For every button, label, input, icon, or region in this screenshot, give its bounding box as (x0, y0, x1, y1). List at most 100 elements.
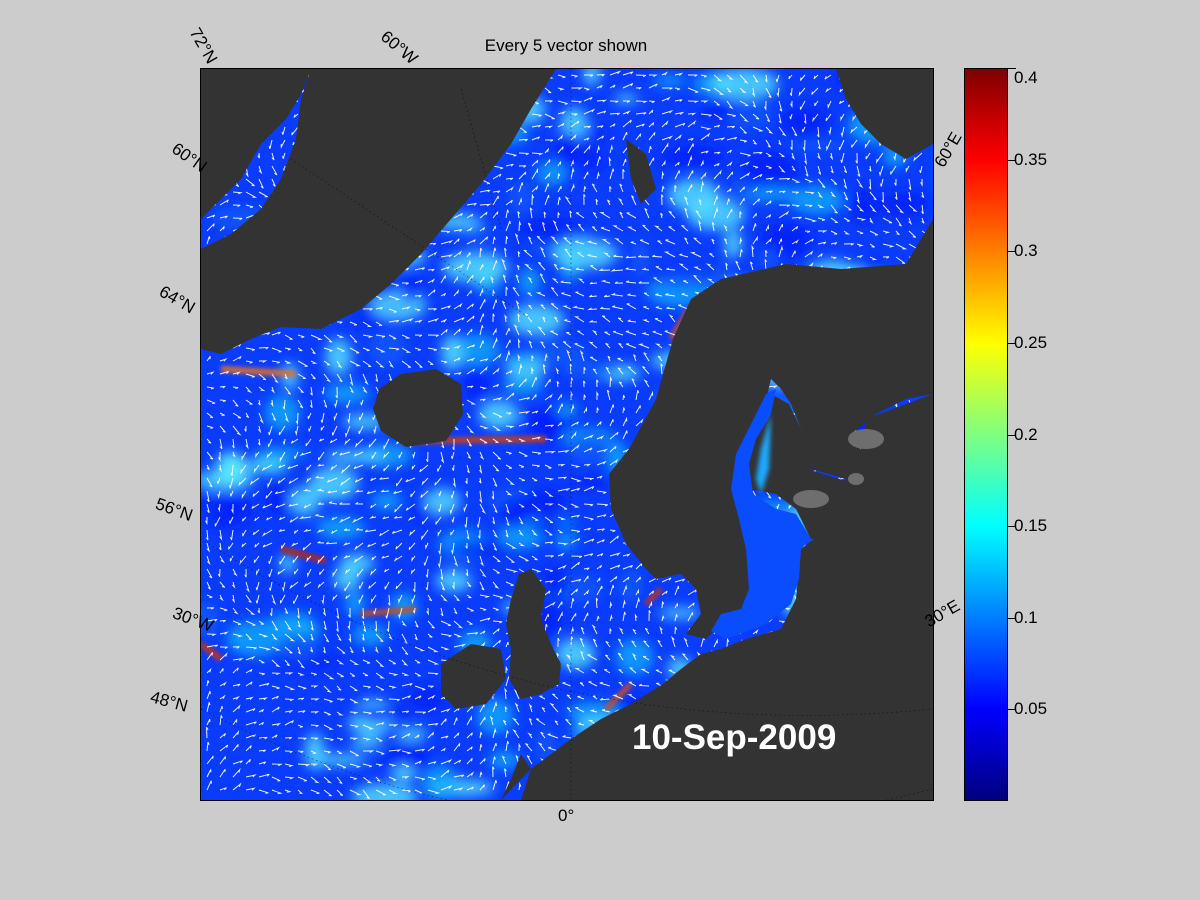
velocity-vector (607, 355, 611, 362)
velocity-vector (230, 529, 234, 541)
land-great-britain (506, 569, 561, 699)
colorbar-tick-label: 0.4 (1014, 68, 1038, 87)
speed-patch (281, 363, 299, 391)
velocity-vector (323, 373, 332, 383)
velocity-vector (257, 152, 260, 159)
velocity-vector (245, 646, 257, 650)
velocity-vector (739, 249, 743, 258)
velocity-vector (217, 490, 221, 499)
velocity-vector (700, 74, 707, 78)
velocity-vector (583, 108, 596, 115)
velocity-vector (739, 171, 751, 180)
velocity-vector (349, 685, 358, 692)
velocity-vector (595, 597, 599, 609)
velocity-vector (362, 659, 371, 664)
velocity-vector (631, 640, 637, 648)
current-streak (220, 366, 297, 377)
velocity-vector (368, 438, 377, 448)
velocity-vector (557, 87, 565, 91)
velocity-vector (505, 177, 514, 181)
velocity-vector (570, 443, 580, 453)
velocity-vector (258, 646, 272, 651)
velocity-vector (596, 85, 603, 89)
velocity-vector (518, 378, 527, 388)
velocity-vector (383, 438, 390, 451)
velocity-vector (388, 711, 396, 714)
velocity-vector (271, 386, 275, 394)
velocity-vector (492, 477, 498, 487)
velocity-vector (657, 639, 663, 648)
velocity-vector (827, 100, 832, 110)
velocity-vector (206, 618, 218, 622)
velocity-vector (384, 581, 390, 590)
velocity-vector (284, 646, 293, 654)
velocity-vector (688, 74, 698, 77)
velocity-vector (232, 399, 239, 407)
velocity-vector (641, 267, 650, 271)
velocity-vector (425, 451, 429, 463)
velocity-vector (570, 503, 580, 508)
velocity-vector (242, 516, 247, 522)
velocity-vector (572, 305, 585, 310)
velocity-vector (440, 451, 445, 464)
velocity-vector (588, 681, 598, 687)
velocity-vector (310, 633, 314, 641)
velocity-vector (206, 727, 209, 739)
colorbar-tick-label: 0.15 (1014, 516, 1048, 536)
colorbar (964, 68, 1008, 801)
velocity-vector (362, 724, 375, 730)
velocity-vector (895, 256, 906, 264)
velocity-vector (336, 672, 344, 678)
velocity-vector (297, 633, 306, 643)
velocity-vector (284, 737, 293, 740)
velocity-vector (427, 672, 439, 676)
velocity-vector (596, 577, 601, 583)
velocity-vector (562, 305, 572, 310)
velocity-vector (765, 224, 769, 232)
velocity-vector (778, 245, 784, 258)
velocity-vector (336, 659, 345, 665)
velocity-vector (310, 347, 316, 355)
velocity-vector (427, 251, 438, 258)
velocity-vector (453, 275, 458, 284)
velocity-vector (388, 282, 399, 287)
velocity-vector (206, 425, 214, 429)
velocity-vector (869, 217, 874, 224)
velocity-vector (713, 162, 720, 167)
velocity-vector (504, 706, 508, 713)
velocity-vector (817, 230, 828, 233)
velocity-vector (293, 594, 299, 604)
velocity-vector (583, 193, 586, 206)
velocity-vector (517, 313, 521, 323)
velocity-vector (284, 347, 291, 351)
velocity-vector (570, 100, 582, 104)
velocity-vector (611, 694, 624, 700)
velocity-vector (340, 477, 351, 487)
velocity-vector (353, 464, 364, 470)
velocity-vector (492, 288, 496, 297)
velocity-vector (453, 555, 459, 567)
velocity-vector (505, 477, 515, 486)
velocity-vector (596, 135, 605, 141)
velocity-vector (371, 464, 377, 469)
velocity-vector (604, 331, 611, 336)
velocity-vector (362, 347, 370, 352)
velocity-vector (255, 568, 260, 576)
velocity-vector (752, 139, 757, 145)
velocity-vector (544, 451, 557, 454)
velocity-vector (308, 425, 312, 432)
speed-patch (342, 414, 387, 430)
velocity-vector (465, 478, 468, 484)
velocity-vector (401, 724, 411, 728)
velocity-vector (336, 373, 343, 383)
velocity-vector (362, 646, 366, 653)
velocity-vector (577, 223, 585, 232)
velocity-vector (214, 516, 221, 527)
velocity-vector (583, 589, 590, 596)
velocity-vector (362, 737, 372, 741)
velocity-vector (278, 464, 286, 469)
velocity-vector (310, 659, 320, 665)
velocity-vector (687, 87, 699, 93)
velocity-vector (440, 305, 451, 310)
velocity-vector (565, 332, 572, 336)
